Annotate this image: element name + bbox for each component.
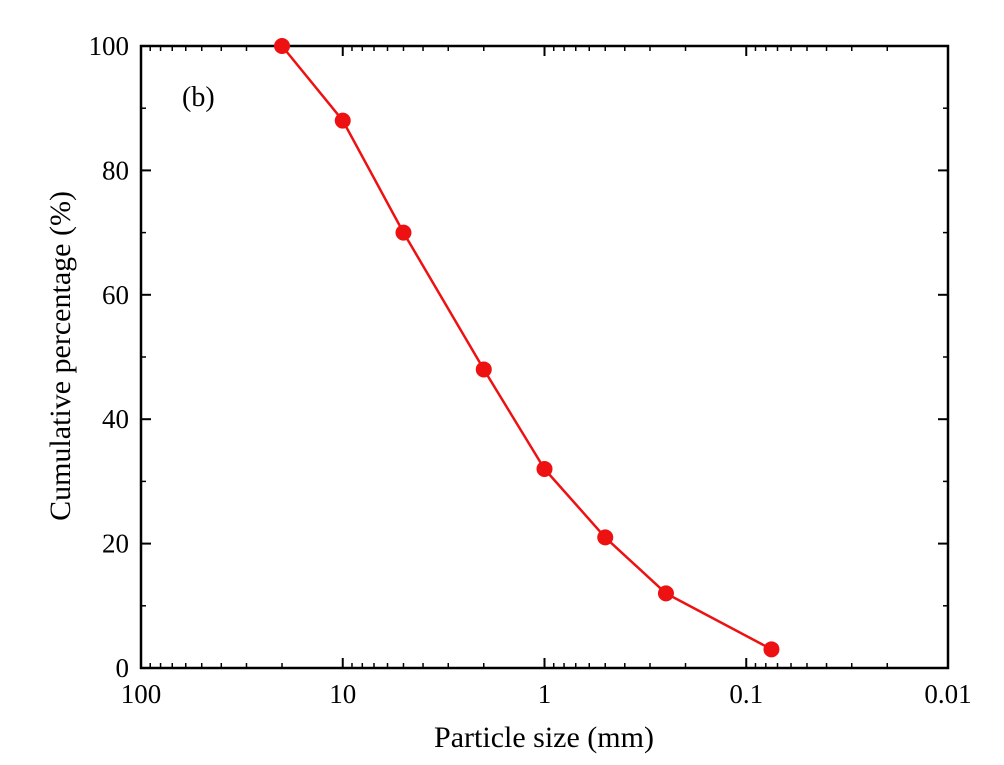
panel-label: (b): [182, 82, 215, 113]
y-tick-label: 0: [116, 653, 130, 683]
y-axis-title: Cumulative percentage (%): [44, 191, 77, 521]
series-line: [281, 45, 773, 651]
ticks-layer: [140, 45, 949, 669]
data-point: [395, 224, 412, 241]
data-point: [334, 112, 351, 129]
y-tick-label: 100: [89, 31, 130, 61]
y-tick-label: 60: [102, 280, 129, 310]
series-layer: [274, 38, 780, 658]
y-tick-label: 40: [102, 404, 129, 434]
data-point: [274, 38, 291, 54]
data-point: [475, 361, 492, 378]
data-point: [763, 641, 780, 658]
x-tick-label: 1: [538, 679, 552, 709]
x-tick-label: 10: [329, 679, 356, 709]
y-tick-label: 80: [102, 155, 129, 185]
tick-labels-layer: 100 10 1 0.1 0.01 0 20 40 60 80 100: [89, 31, 972, 709]
data-point: [536, 460, 553, 477]
x-tick-label: 100: [121, 679, 162, 709]
data-point: [597, 529, 614, 546]
x-tick-label: 0.01: [924, 679, 971, 709]
data-point: [657, 585, 674, 602]
y-tick-label: 20: [102, 529, 129, 559]
plot-frame: [139, 44, 950, 670]
x-tick-label: 0.1: [729, 679, 763, 709]
x-axis-title: Particle size (mm): [434, 721, 654, 754]
